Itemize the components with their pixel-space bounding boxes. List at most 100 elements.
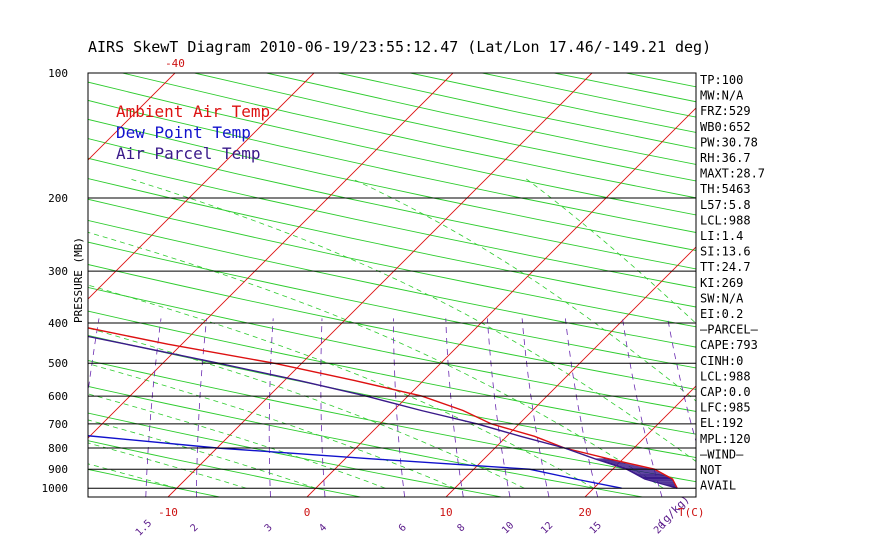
stability-index-label: L57:5.8	[700, 198, 751, 212]
stability-index-label: TH:5463	[700, 182, 751, 196]
stability-index-label: PW:30.78	[700, 135, 758, 149]
stability-index-label: EL:192	[700, 416, 743, 430]
mixing-ratio-line	[145, 318, 162, 497]
stability-index-label: LCL:988	[700, 213, 751, 227]
mixing-ratio-tick-label: 1.5	[134, 518, 155, 539]
bottom-temp-tick-label: 10	[439, 506, 452, 519]
stability-index-label: EI:0.2	[700, 307, 743, 321]
stability-index-label: MPL:120	[700, 432, 751, 446]
mixing-ratio-tick-label: 6	[397, 522, 409, 534]
mixing-ratio-line	[320, 318, 326, 497]
stability-index-label: RH:36.7	[700, 151, 751, 165]
stability-index-label: NOT	[700, 463, 722, 477]
isotherm-line	[167, 73, 593, 497]
moist-adiabat-line	[88, 327, 525, 489]
mixing-ratio-line	[565, 318, 599, 497]
stability-index-label: LFC:985	[700, 401, 751, 415]
dry-adiabat-line	[88, 138, 696, 270]
stability-index-label: LI:1.4	[700, 229, 743, 243]
plot-frame	[87, 72, 697, 498]
bottom-temp-tick-label: 20	[578, 506, 591, 519]
dry-adiabat-line	[88, 440, 361, 497]
dry-adiabat-line	[194, 73, 696, 182]
pressure-tick-label: 600	[48, 390, 68, 403]
pressure-tick-label: 900	[48, 463, 68, 476]
pressure-tick-label: 1000	[42, 482, 69, 495]
isotherm-line	[306, 107, 696, 497]
mixing-ratio-line	[268, 318, 274, 497]
dry-adiabat-line	[88, 157, 696, 289]
legend-item-air-parcel-temp: Air Parcel Temp	[116, 144, 261, 163]
pressure-tick-label: 500	[48, 357, 68, 370]
dry-adiabat-line	[88, 310, 696, 435]
moist-adiabat-line	[88, 284, 594, 489]
dry-adiabat-line	[88, 219, 696, 348]
stability-index-label: MAXT:28.7	[700, 167, 765, 181]
mixing-ratio-line	[196, 318, 207, 497]
stability-index-label: TP:100	[700, 73, 743, 87]
legend-item-ambient-air-temp: Ambient Air Temp	[116, 102, 270, 121]
series-line-air-parcel-temp	[88, 335, 678, 489]
pressure-tick-label: 200	[48, 192, 68, 205]
legend: Ambient Air Temp Dew Point Temp Air Parc…	[116, 102, 270, 163]
moist-adiabat-line	[88, 442, 247, 489]
stability-index-label: AVAIL	[700, 479, 736, 493]
mixing-ratio-line	[766, 318, 824, 497]
stability-index-label: CAPE:793	[700, 338, 758, 352]
moist-adiabat-line	[130, 178, 696, 462]
mixing-ratio-tick-label: 15	[588, 520, 604, 536]
stability-index-label: FRZ:529	[700, 104, 751, 118]
stability-index-label: MW:N/A	[700, 89, 744, 103]
mixing-ratio-line	[667, 318, 696, 443]
bottom-temp-tick-label: -10	[158, 506, 178, 519]
plot-clip-group	[0, 73, 870, 497]
dry-adiabat-line	[88, 264, 696, 390]
stability-index-label: —WIND—	[700, 447, 744, 461]
stability-index-label: WB0:652	[700, 120, 751, 134]
stability-index-label: SW:N/A	[700, 291, 744, 305]
mixing-ratio-tick-label: 3	[263, 522, 275, 534]
dry-adiabat-line	[88, 118, 696, 251]
isotherm-line	[584, 385, 696, 497]
stability-index-label: CINH:0	[700, 354, 743, 368]
bottom-temp-tick-label: 0	[304, 506, 311, 519]
legend-item-dew-point-temp: Dew Point Temp	[116, 123, 251, 142]
pressure-tick-label: 300	[48, 265, 68, 278]
moist-adiabat-line	[526, 178, 696, 324]
dry-adiabat-line	[88, 178, 696, 308]
x-axis-unit-label: T(C)	[678, 506, 705, 519]
pressure-tick-label: 800	[48, 442, 68, 455]
mixing-ratio-tick-label: 2	[189, 522, 201, 534]
stability-index-label: CAP:0.0	[700, 385, 751, 399]
stability-index-label: —PARCEL—	[700, 323, 759, 337]
series-line-dew-point-temp	[88, 435, 622, 489]
chart-title: AIRS SkewT Diagram 2010-06-19/23:55:12.4…	[88, 38, 711, 56]
dry-adiabat-line	[88, 241, 696, 369]
y-axis-label: PRESSURE (MB)	[72, 237, 85, 323]
series-line-ambient-air-temp	[88, 327, 678, 489]
pressure-tick-label: 700	[48, 418, 68, 431]
mixing-ratio-tick-label: 4	[317, 522, 329, 534]
mixing-ratio-tick-label: 12	[539, 520, 555, 536]
pressure-tick-label: 100	[48, 67, 68, 80]
pressure-tick-label: 400	[48, 317, 68, 330]
mixing-ratio-tick-label: 10	[500, 520, 516, 536]
dry-adiabat-line	[88, 360, 696, 483]
dry-adiabat-line	[88, 412, 502, 497]
dry-adiabat-line	[482, 73, 696, 118]
top-temp-tick-label: -40	[165, 57, 185, 70]
mixing-ratio-line	[393, 318, 406, 497]
dry-adiabat-line	[88, 286, 696, 412]
stability-index-label: SI:13.6	[700, 245, 751, 259]
dry-adiabat-line	[338, 73, 696, 149]
isotherm-line	[88, 73, 315, 300]
stability-index-label: TT:24.7	[700, 260, 751, 274]
stability-index-label: LCL:988	[700, 369, 751, 383]
dry-adiabat-line	[88, 198, 696, 328]
isotherm-line	[88, 73, 454, 439]
plot-area	[0, 72, 870, 497]
dry-adiabat-line	[88, 385, 643, 497]
isotherm-line	[863, 73, 870, 497]
isotherm-line	[0, 73, 36, 497]
